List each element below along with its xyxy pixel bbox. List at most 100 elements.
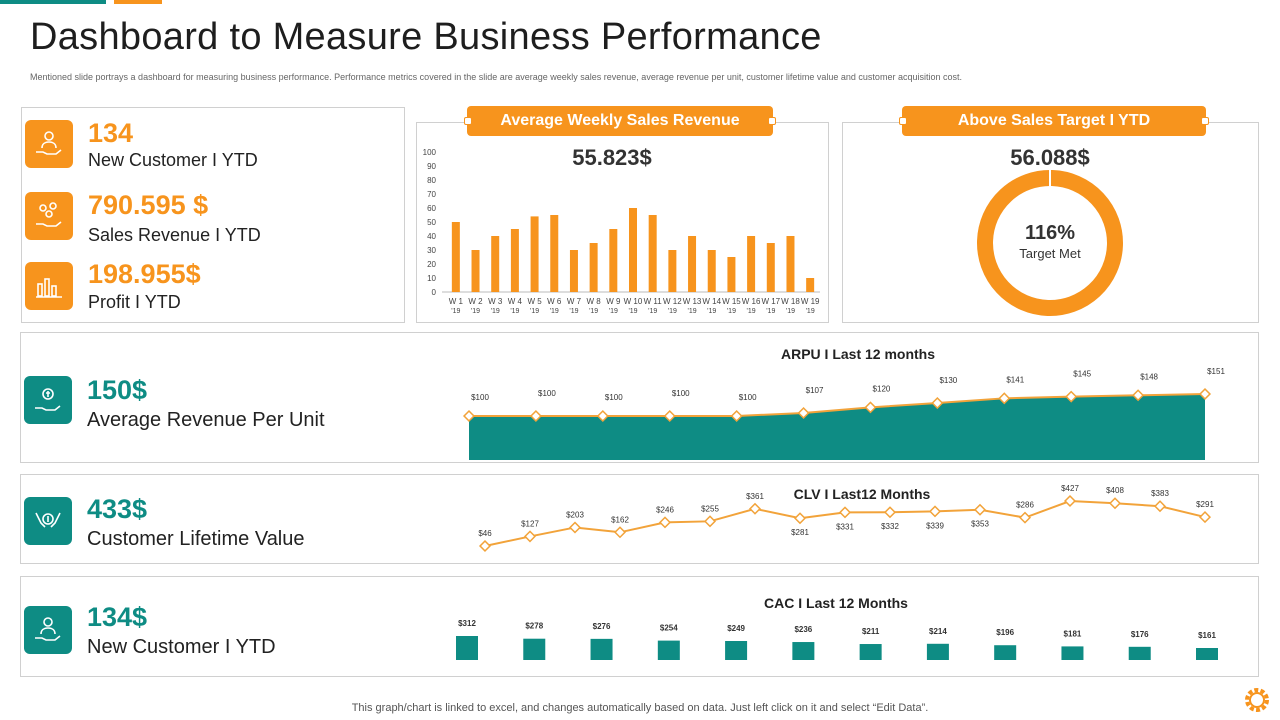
x-tick-year: '19: [530, 308, 539, 315]
new-customer-2-value: 134$: [87, 602, 148, 632]
new-customer-2-label: New Customer I YTD: [87, 636, 276, 658]
arpu-point: [462, 409, 476, 423]
top-accent-teal: [0, 0, 106, 4]
arpu-point: [797, 406, 810, 419]
cac-data-label: $276: [593, 622, 611, 631]
cac-data-label: $214: [929, 627, 947, 636]
weekly-bar: [786, 236, 795, 292]
sales-revenue-label: Sales Revenue I YTD: [88, 225, 261, 245]
clv-data-label: $408: [1106, 486, 1124, 495]
cac-bar: [1196, 648, 1218, 660]
weekly-bar: [530, 216, 539, 292]
x-tick-year: '19: [589, 308, 598, 315]
weekly-bar: [589, 243, 598, 292]
cac-data-label: $249: [727, 624, 745, 633]
hand-person-icon: [24, 606, 72, 654]
cac-data-label: $196: [996, 628, 1014, 637]
clv-point: [523, 530, 537, 543]
y-tick-label: 90: [427, 162, 436, 171]
clv-data-label: $255: [701, 504, 719, 513]
gear-icon[interactable]: [1241, 684, 1273, 716]
clv-data-label: $339: [926, 521, 944, 530]
clv-data-label: $332: [881, 522, 899, 531]
clv-data-label: $427: [1061, 484, 1079, 493]
clv-line-chart: $46 $127 $203 $162 $246 $255 $361 $281 $331 $332 $…: [478, 484, 1214, 553]
clv-data-label: $353: [971, 520, 989, 529]
x-tick-label: W 2: [468, 297, 483, 306]
x-tick-label: W 18: [781, 297, 800, 306]
profit-value: 198.955$: [88, 259, 201, 289]
weekly-bar: [766, 243, 775, 292]
x-tick-label: W 1: [449, 297, 464, 306]
y-tick-label: 10: [427, 274, 436, 283]
arpu-point: [931, 397, 944, 410]
sales-target-panel: [842, 122, 1259, 323]
new-customer-value: 134: [88, 118, 134, 148]
cac-data-label: $161: [1198, 631, 1216, 640]
weekly-bar: [609, 229, 618, 292]
y-tick-label: 30: [427, 246, 436, 255]
weekly-bar: [747, 236, 756, 292]
y-tick-label: 50: [427, 218, 436, 227]
weekly-bar: [806, 278, 815, 292]
x-tick-year: '19: [786, 308, 795, 315]
x-tick-year: '19: [609, 308, 618, 315]
x-tick-label: W 15: [722, 297, 741, 306]
clv-data-label: $203: [566, 510, 584, 519]
cac-chart-title: CAC I Last 12 Months: [764, 595, 908, 611]
clv-data-label: $162: [611, 515, 629, 524]
cac-bar: [1128, 646, 1151, 660]
x-tick-year: '19: [747, 308, 756, 315]
weekly-bar: [648, 215, 657, 292]
arpu-data-label: $130: [939, 376, 957, 385]
x-tick-label: W 9: [606, 297, 621, 306]
arpu-point: [998, 392, 1011, 405]
arpu-data-label: $100: [672, 389, 690, 398]
weekly-bar: [550, 215, 559, 292]
x-tick-label: W 16: [742, 297, 761, 306]
clv-data-label: $291: [1196, 500, 1214, 509]
hand-coins-icon: [25, 192, 73, 240]
target-caption: Target Met: [1019, 246, 1081, 261]
clv-data-label: $383: [1151, 489, 1169, 498]
cac-bar-chart: $312 $278 $276 $254 $249 $236 $211 $214 $196 $181…: [456, 619, 1218, 660]
x-tick-label: W 3: [488, 297, 503, 306]
x-tick-year: '19: [510, 308, 519, 315]
clv-data-label: $286: [1016, 501, 1034, 510]
clv-point: [793, 512, 807, 525]
clv-point: [1063, 494, 1077, 508]
x-tick-label: W 14: [702, 297, 721, 306]
arpu-data-label: $141: [1006, 375, 1024, 384]
clv-point: [928, 505, 942, 518]
arpu-data-label: $100: [538, 389, 556, 398]
cac-data-label: $176: [1131, 630, 1149, 639]
arpu-line: [469, 393, 1206, 417]
arpu-data-label: $148: [1140, 372, 1158, 381]
weekly-bar: [510, 229, 519, 292]
x-tick-label: W 10: [624, 297, 643, 306]
profit-label: Profit I YTD: [88, 292, 181, 312]
hands-money-icon: [24, 497, 72, 545]
arpu-point: [864, 401, 877, 414]
clv-point: [568, 521, 582, 534]
clv-value: 433$: [87, 494, 148, 524]
clv-data-label: $361: [746, 492, 764, 501]
x-tick-year: '19: [668, 308, 677, 315]
hand-person-icon: [25, 120, 73, 168]
x-tick-year: '19: [648, 308, 657, 315]
clv-point: [748, 502, 762, 515]
arpu-value: 150$: [87, 375, 148, 405]
weekly-sales-total: 55.823$: [572, 145, 652, 170]
sales-target-header: Above Sales Target I YTD: [902, 106, 1206, 136]
clv-point: [703, 515, 717, 528]
clv-point: [1198, 511, 1212, 524]
arpu-area: [469, 394, 1205, 460]
weekly-sales-header: Average Weekly Sales Revenue: [467, 106, 773, 136]
weekly-bar: [471, 250, 480, 292]
x-tick-year: '19: [491, 308, 500, 315]
arpu-point: [529, 409, 542, 423]
arpu-data-label: $151: [1207, 367, 1225, 376]
y-tick-label: 70: [427, 190, 436, 199]
cac-bar: [926, 643, 949, 660]
sales-target-total: 56.088$: [1010, 145, 1090, 170]
